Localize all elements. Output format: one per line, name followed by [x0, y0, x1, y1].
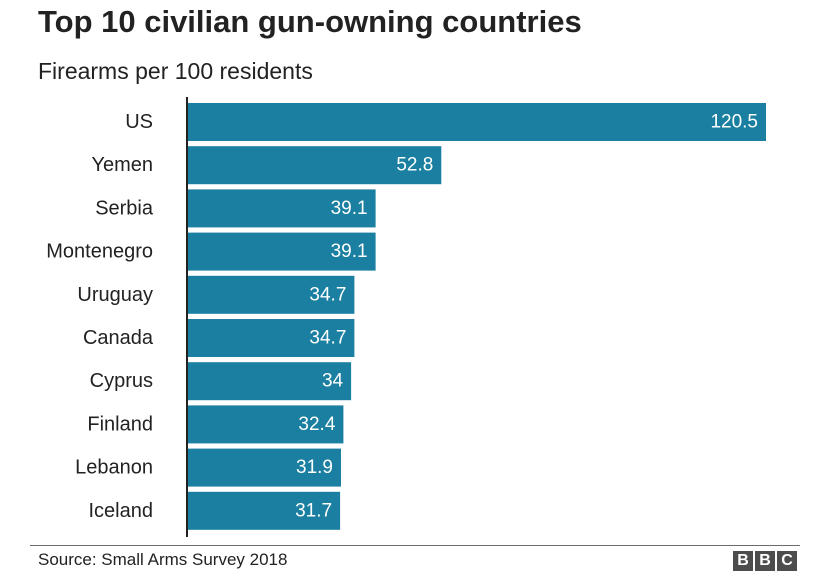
bar-us [188, 103, 766, 141]
category-label: Canada [83, 327, 154, 349]
category-label: US [125, 111, 153, 133]
value-label: 34 [322, 371, 344, 392]
value-label: 39.1 [331, 198, 368, 219]
value-label: 39.1 [331, 241, 368, 262]
value-label: 34.7 [309, 328, 346, 349]
chart-subtitle: Firearms per 100 residents [38, 58, 313, 84]
bbc-logo: B B C [733, 551, 797, 571]
bbc-logo-letter-1: B [733, 551, 753, 571]
category-label: Montenegro [46, 241, 153, 263]
category-label: Lebanon [75, 457, 153, 479]
chart-title: Top 10 civilian gun-owning countries [38, 4, 582, 39]
source-note: Source: Small Arms Survey 2018 [38, 550, 288, 569]
bar-uruguay [188, 275, 355, 314]
category-label: Serbia [95, 197, 154, 219]
value-label: 52.8 [396, 155, 433, 176]
value-label: 31.7 [295, 500, 332, 521]
bar-montenegro [188, 232, 376, 271]
bar-canada [188, 319, 355, 357]
footer-divider [30, 545, 800, 546]
bar-chart: US 120.5 Yemen 52.8 Serbia 39.1 Montenegro 39.1… [46, 97, 766, 537]
bar-cyprus [188, 362, 352, 401]
category-label: Cyprus [90, 370, 153, 392]
bar-iceland [188, 491, 341, 530]
bbc-logo-letter-2: B [755, 551, 775, 571]
category-label: Iceland [89, 500, 154, 522]
bar-lebanon [188, 448, 341, 487]
value-label: 31.9 [296, 457, 333, 478]
category-label: Yemen [91, 154, 153, 176]
bbc-logo-letter-3: C [777, 551, 797, 571]
value-label: 32.4 [298, 414, 335, 435]
bar-finland [188, 405, 344, 444]
bar-yemen [188, 146, 442, 185]
category-label: Uruguay [77, 284, 153, 306]
category-label: Finland [87, 413, 153, 435]
value-label: 120.5 [710, 112, 758, 133]
value-label: 34.7 [309, 284, 346, 305]
bar-serbia [188, 189, 376, 228]
